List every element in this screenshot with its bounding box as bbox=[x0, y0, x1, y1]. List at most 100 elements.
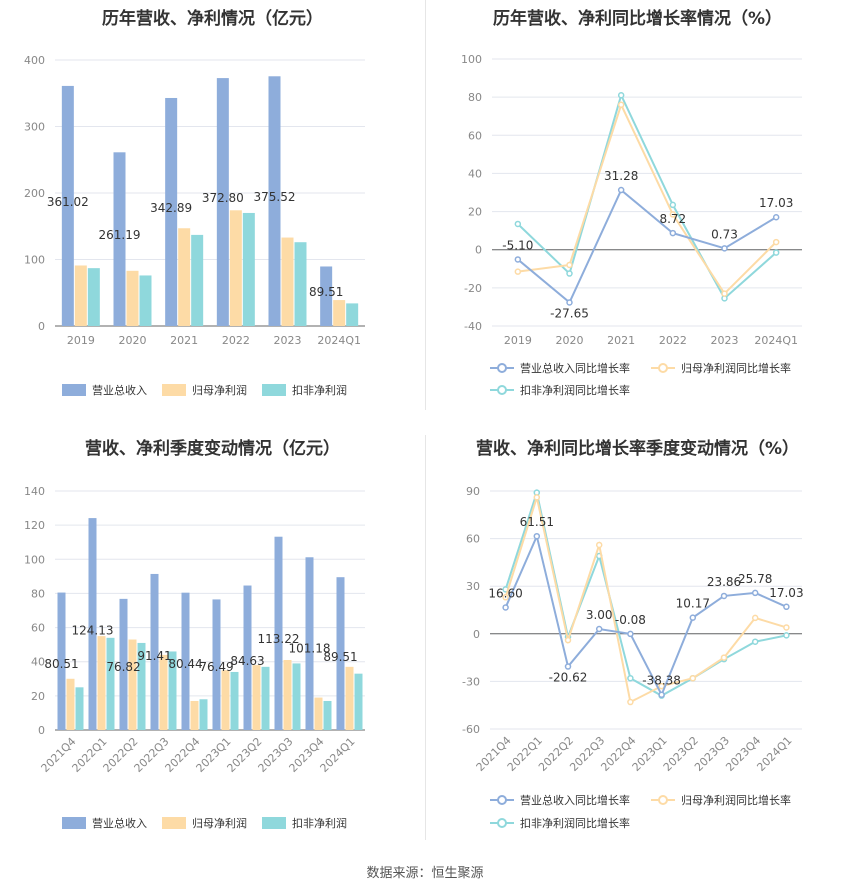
data-point bbox=[721, 290, 728, 297]
data-point bbox=[669, 201, 677, 209]
legend-label: 营业总收入 bbox=[92, 816, 147, 830]
data-point bbox=[669, 211, 677, 218]
legend-swatch bbox=[262, 817, 286, 829]
bar-net-profit bbox=[66, 678, 75, 730]
bar-deducted-profit bbox=[292, 663, 301, 730]
x-tick-label: 2019 bbox=[67, 334, 95, 347]
data-label: 342.89 bbox=[150, 201, 192, 215]
data-label: 80.51 bbox=[44, 657, 78, 671]
data-point bbox=[502, 594, 509, 601]
series-line bbox=[517, 92, 777, 300]
data-point bbox=[689, 614, 697, 621]
bar-revenue bbox=[181, 592, 190, 730]
bar-revenue bbox=[57, 592, 66, 730]
data-point bbox=[772, 238, 780, 246]
x-tick-label: 2020 bbox=[556, 334, 584, 347]
x-tick-label: 2023 bbox=[711, 334, 739, 347]
bar-revenue bbox=[320, 266, 333, 326]
y-tick-label: 0 bbox=[473, 628, 480, 641]
y-tick-label: 20 bbox=[31, 690, 45, 703]
data-point bbox=[566, 299, 573, 306]
annual-growth-chart: -40 -20 0 20 40 60 80 100 2019 2020 2021 2022 2023 20… bbox=[461, 53, 802, 397]
legend-swatch bbox=[162, 817, 186, 829]
bar-net-profit bbox=[190, 700, 199, 730]
data-point bbox=[502, 604, 509, 611]
data-label: 10.17 bbox=[676, 597, 710, 611]
bar-revenue bbox=[113, 152, 126, 326]
bar-revenue bbox=[268, 76, 281, 326]
data-label: 372.80 bbox=[202, 191, 244, 205]
x-tick-label: 2024Q1 bbox=[318, 735, 358, 775]
y-tick-label: 0 bbox=[475, 244, 482, 257]
legend-swatch bbox=[62, 817, 86, 829]
data-label: 0.73 bbox=[711, 227, 738, 241]
data-label: 89.51 bbox=[323, 650, 357, 664]
data-source: 数据来源：恒生聚源 bbox=[366, 866, 484, 881]
data-point bbox=[533, 532, 541, 540]
x-tick-label: 2020 bbox=[119, 334, 147, 347]
x-tick-label: 2022 bbox=[222, 334, 250, 347]
data-label: 17.03 bbox=[759, 196, 793, 210]
data-point bbox=[669, 229, 677, 237]
data-point bbox=[617, 91, 625, 99]
data-label: 23.86 bbox=[707, 575, 741, 589]
bar-deducted-profit bbox=[294, 242, 307, 326]
bar-revenue bbox=[165, 97, 178, 326]
data-label: 84.63 bbox=[230, 654, 264, 668]
data-label: 8.72 bbox=[659, 212, 686, 226]
legend-label: 归母净利润 bbox=[192, 816, 247, 830]
bar-revenue bbox=[336, 577, 345, 730]
x-tick-label: 2023 bbox=[274, 334, 302, 347]
legend-label: 归母净利润同比增长率 bbox=[681, 361, 791, 375]
bar-net-profit bbox=[252, 665, 261, 730]
data-point bbox=[533, 494, 541, 501]
legend-marker bbox=[497, 795, 507, 805]
vertical-divider-top bbox=[425, 0, 426, 410]
data-point bbox=[721, 245, 728, 252]
data-point bbox=[783, 632, 790, 639]
data-point bbox=[564, 663, 572, 670]
data-point bbox=[627, 698, 634, 706]
y-tick-label: 100 bbox=[24, 553, 45, 566]
data-label: 91.41 bbox=[137, 649, 171, 663]
data-label: -20.62 bbox=[549, 671, 588, 685]
y-tick-label: 80 bbox=[468, 91, 482, 104]
bar-deducted-profit bbox=[168, 651, 177, 730]
bar-deducted-profit bbox=[199, 699, 208, 730]
data-label: 80.44 bbox=[168, 657, 202, 671]
bar-deducted-profit bbox=[137, 642, 146, 730]
bar-deducted-profit bbox=[242, 212, 255, 326]
data-label: 89.51 bbox=[309, 285, 343, 299]
x-tick-label: 2024Q1 bbox=[754, 334, 798, 347]
bar-deducted-profit bbox=[87, 268, 100, 326]
data-point bbox=[514, 220, 522, 228]
data-point bbox=[617, 186, 625, 194]
data-point bbox=[566, 270, 573, 277]
quarterly-amount-chart: 0204060801001201402021Q42022Q12022Q22022… bbox=[24, 485, 365, 830]
series-line bbox=[517, 102, 777, 296]
y-tick-label: 300 bbox=[24, 121, 45, 134]
data-point bbox=[720, 592, 728, 600]
legend-label: 扣非净利润 bbox=[292, 383, 347, 397]
bar-revenue bbox=[150, 573, 159, 730]
data-point bbox=[720, 654, 728, 661]
y-tick-label: 100 bbox=[24, 254, 45, 267]
bar-net-profit bbox=[159, 654, 168, 730]
bar-revenue bbox=[212, 599, 221, 730]
bar-net-profit bbox=[74, 265, 87, 326]
chart-title: 历年营收、净利同比增长率情况（%） bbox=[492, 9, 783, 29]
bar-deducted-profit bbox=[139, 275, 152, 326]
bar-net-profit bbox=[97, 636, 106, 730]
data-point bbox=[751, 589, 759, 597]
bar-net-profit bbox=[281, 237, 294, 326]
bar-deducted-profit bbox=[75, 687, 84, 730]
annual-amount-chart: 0 100 200 300 400 2019 2020 2021 2022 2023 2024Q1 3… bbox=[24, 54, 365, 397]
data-label: -38.38 bbox=[642, 674, 681, 688]
y-tick-label: 0 bbox=[38, 724, 45, 737]
legend-label: 扣非净利润同比增长率 bbox=[520, 383, 630, 397]
data-label: 76.49 bbox=[199, 660, 233, 674]
bar-revenue bbox=[119, 598, 128, 730]
x-tick-label: 2021 bbox=[607, 334, 635, 347]
bar-net-profit bbox=[283, 660, 292, 730]
bar-revenue bbox=[305, 557, 314, 730]
